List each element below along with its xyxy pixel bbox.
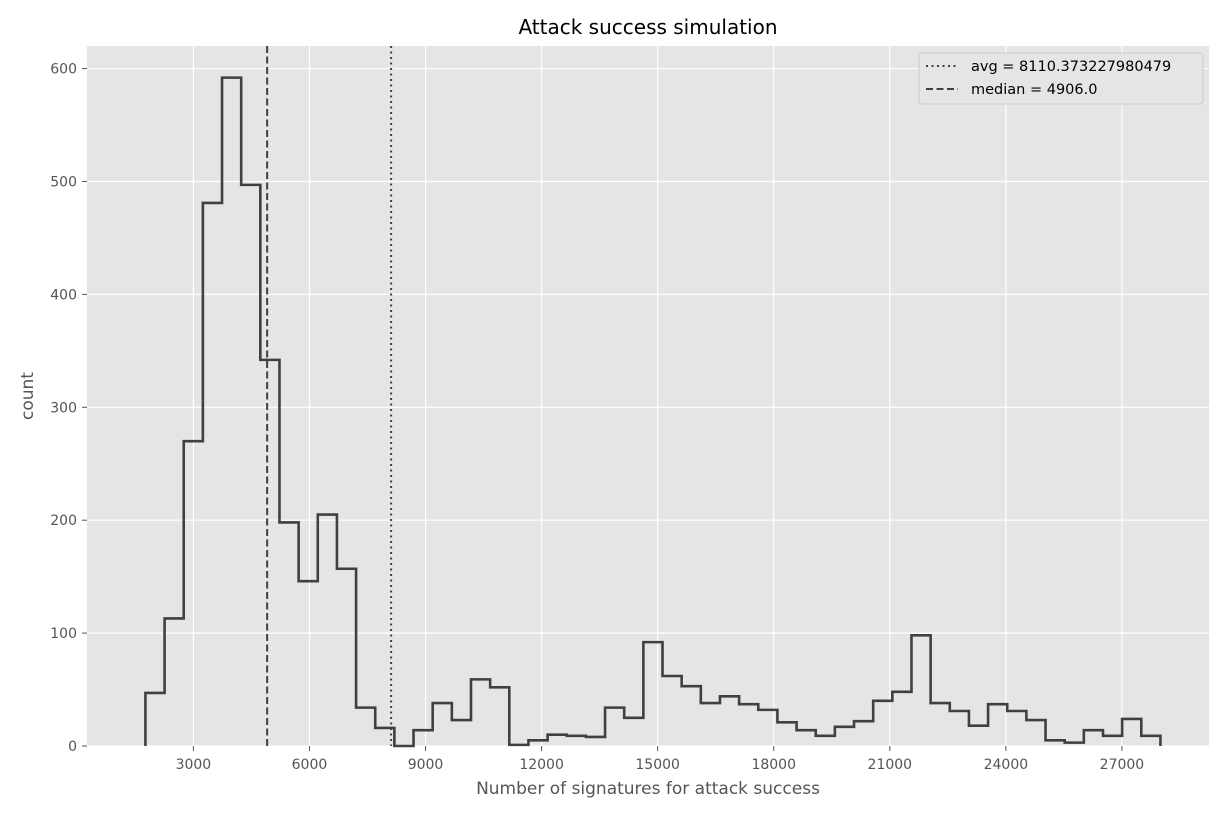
histogram-bin <box>777 722 796 746</box>
histogram-bin <box>471 679 490 746</box>
histogram-bin <box>1026 720 1045 746</box>
histogram-bin <box>1122 719 1141 746</box>
legend-median-label: median = 4906.0 <box>971 82 1097 98</box>
histogram-bin <box>739 704 758 746</box>
reference-lines <box>266 46 393 746</box>
y-tick-label: 500 <box>50 174 77 190</box>
histogram-bin <box>528 740 547 746</box>
x-tick-label: 12000 <box>519 757 564 773</box>
histogram-bin <box>203 203 222 746</box>
histogram-bin <box>509 745 528 746</box>
histogram-bin <box>375 728 394 746</box>
histogram-bin <box>318 515 337 746</box>
x-tick-label: 9000 <box>408 757 444 773</box>
histogram-bin <box>931 703 950 746</box>
y-tick-label: 0 <box>68 739 77 755</box>
y-tick-label: 100 <box>50 626 77 642</box>
histogram-bin <box>548 735 567 746</box>
y-tick-label: 600 <box>50 62 77 78</box>
histogram-bin <box>988 704 1007 746</box>
y-tick-label: 300 <box>50 400 77 416</box>
histogram-bin <box>682 686 701 746</box>
histogram-bin <box>969 726 988 746</box>
x-tick-label: 6000 <box>292 757 328 773</box>
histogram-bin <box>165 618 184 746</box>
x-tick-label: 15000 <box>635 757 680 773</box>
x-tick-label: 21000 <box>868 757 913 773</box>
histogram-bin <box>299 581 318 746</box>
histogram-bin <box>414 730 433 746</box>
x-axis-ticks: 3000 6000 9000 12000 15000 18000 21000 24000 270… <box>176 746 1145 773</box>
grid-lines <box>87 46 1209 747</box>
histogram-bin <box>433 703 452 746</box>
histogram-bin <box>1065 743 1084 746</box>
histogram-bin <box>950 711 969 746</box>
histogram-bin <box>1084 730 1103 746</box>
histogram-bin <box>356 708 375 746</box>
histogram-bin <box>605 708 624 746</box>
histogram-bin <box>1007 711 1026 746</box>
histogram-bin <box>1103 736 1122 746</box>
histogram-bin <box>145 693 164 746</box>
y-axis-label: count <box>18 372 38 420</box>
histogram-bin <box>337 569 356 746</box>
histogram-bin <box>1046 740 1065 746</box>
histogram-bin <box>911 635 930 746</box>
x-tick-label: 27000 <box>1100 757 1145 773</box>
histogram-bin <box>663 676 682 746</box>
legend: avg = 8110.373227980479 median = 4906.0 <box>918 52 1204 105</box>
x-tick-label: 18000 <box>751 757 796 773</box>
histogram-bin <box>490 687 509 746</box>
x-tick-label: 24000 <box>984 757 1029 773</box>
histogram-bin <box>797 730 816 746</box>
histogram-bin <box>241 185 260 746</box>
histogram-bin <box>279 522 298 746</box>
histogram-bin <box>758 710 777 746</box>
x-tick-label: 3000 <box>176 757 212 773</box>
legend-avg-label: avg = 8110.373227980479 <box>971 59 1171 75</box>
y-tick-label: 400 <box>50 287 77 303</box>
legend-box <box>918 52 1204 105</box>
histogram-bin <box>854 721 873 746</box>
histogram-step-outline <box>144 76 1162 748</box>
histogram-bin <box>643 642 662 746</box>
histogram-bin <box>720 696 739 746</box>
y-tick-label: 200 <box>50 513 77 529</box>
histogram-bin <box>624 718 643 746</box>
histogram-bin <box>586 737 605 746</box>
histogram-bin <box>835 727 854 746</box>
histogram-bin <box>1141 736 1160 746</box>
y-axis-ticks: 0 100 200 300 400 500 600 <box>50 62 87 755</box>
histogram-bin <box>873 701 892 746</box>
histogram-bin <box>892 692 911 746</box>
histogram-bin <box>701 703 720 746</box>
histogram-bin <box>222 78 241 746</box>
histogram-bin <box>184 441 203 746</box>
histogram-bin <box>816 736 835 746</box>
histogram-bin <box>452 720 471 746</box>
chart-title: Attack success simulation <box>518 15 777 39</box>
histogram-bin <box>260 360 279 746</box>
histogram-bin <box>567 736 586 746</box>
x-axis-label: Number of signatures for attack success <box>476 779 820 799</box>
plot-area <box>87 46 1209 746</box>
